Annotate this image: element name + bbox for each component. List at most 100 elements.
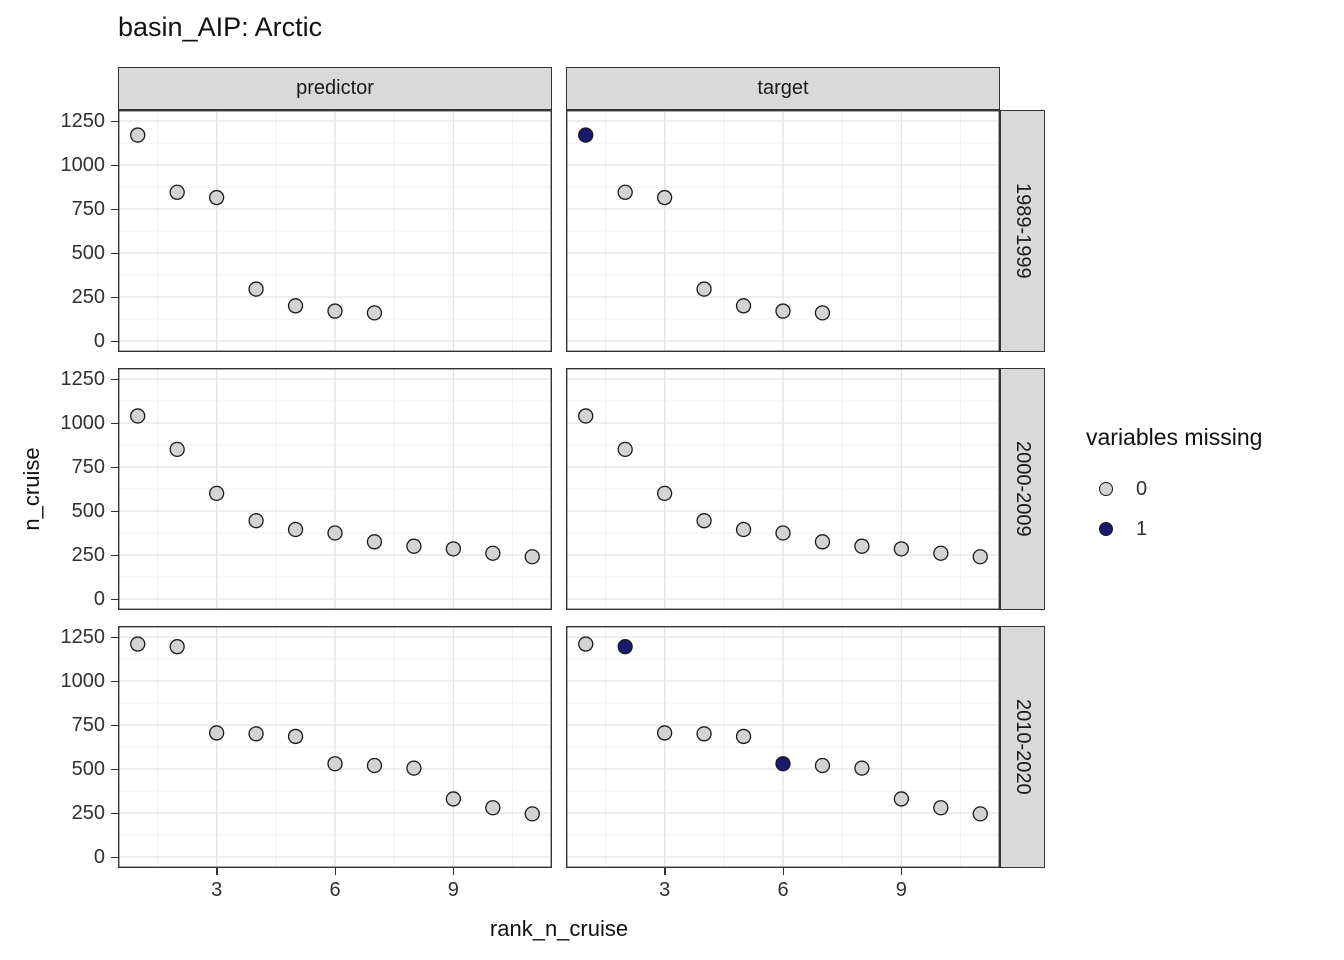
data-point — [327, 756, 343, 772]
data-point — [775, 525, 791, 541]
legend-entry-label: 1 — [1136, 517, 1148, 540]
data-point — [735, 298, 752, 314]
y-tick-mark — [111, 724, 118, 726]
data-point — [933, 545, 949, 561]
data-point — [656, 725, 673, 741]
data-point — [445, 541, 462, 557]
y-tick-mark — [111, 120, 118, 122]
data-point — [366, 534, 383, 550]
data-point — [696, 281, 712, 297]
x-tick-mark — [782, 868, 784, 875]
y-tick-label: 1250 — [60, 368, 106, 390]
y-tick-mark — [111, 208, 118, 210]
data-point — [169, 184, 185, 200]
data-point — [893, 791, 910, 807]
data-point — [617, 639, 633, 655]
data-point — [130, 127, 146, 143]
y-tick-mark — [111, 812, 118, 814]
facet-col-strip-label: predictor — [296, 77, 374, 99]
y-tick-mark — [111, 768, 118, 770]
legend-entry-label: 0 — [1136, 477, 1148, 500]
data-point — [972, 806, 988, 822]
data-point — [696, 726, 712, 742]
data-point — [208, 485, 225, 502]
y-tick-mark — [111, 680, 118, 682]
panel-target-1989-1999 — [565, 109, 1001, 353]
y-tick-mark — [111, 340, 118, 342]
data-point — [327, 525, 343, 541]
data-point — [933, 800, 949, 816]
y-tick-mark — [111, 636, 118, 638]
data-point — [248, 281, 264, 297]
data-point — [208, 189, 225, 206]
x-tick-label: 3 — [211, 879, 223, 901]
data-point — [656, 189, 673, 206]
data-point — [696, 513, 712, 529]
legend-entry-0: 0 — [1086, 469, 1262, 509]
data-point — [327, 303, 343, 319]
data-point — [208, 725, 225, 741]
y-tick-label: 1000 — [60, 412, 106, 434]
y-tick-mark — [111, 296, 118, 298]
data-point — [287, 728, 304, 745]
facet-col-strip-label: target — [757, 77, 809, 99]
y-tick-label: 0 — [93, 330, 105, 352]
x-tick-label: 6 — [777, 879, 789, 901]
data-point — [485, 800, 501, 816]
y-tick-label: 0 — [93, 846, 105, 868]
facet-row-strip-2000-2009: 2000-2009 — [1000, 368, 1045, 610]
x-tick-label: 3 — [659, 879, 671, 901]
panel-predictor-2000-2009 — [117, 367, 553, 611]
panel-target-2010-2020 — [565, 625, 1001, 869]
legend-key-icon — [1092, 515, 1120, 543]
y-tick-mark — [111, 252, 118, 254]
y-tick-mark — [111, 164, 118, 166]
data-point — [406, 760, 422, 776]
data-point — [656, 485, 673, 502]
x-tick-mark — [216, 868, 218, 875]
data-point — [972, 549, 988, 565]
x-tick-mark — [900, 868, 903, 875]
y-tick-label: 1250 — [60, 626, 106, 648]
data-point — [287, 521, 304, 538]
panel-predictor-1989-1999 — [117, 109, 553, 353]
y-tick-label: 500 — [71, 500, 105, 522]
data-point — [366, 305, 383, 321]
data-point — [775, 756, 791, 772]
data-point — [248, 513, 264, 529]
x-axis-title: rank_n_cruise — [489, 916, 629, 941]
facet-row-strip-label: 2000-2009 — [1012, 441, 1034, 537]
y-tick-mark — [111, 856, 118, 858]
data-point — [578, 408, 594, 424]
data-point — [524, 806, 540, 822]
data-point — [735, 521, 752, 538]
data-point — [524, 549, 540, 565]
y-tick-mark — [111, 422, 118, 424]
x-tick-label: 9 — [447, 879, 459, 901]
data-point — [775, 303, 791, 319]
facet-row-strip-label: 1989-1999 — [1012, 183, 1034, 279]
data-point — [735, 728, 752, 745]
y-tick-label: 750 — [71, 714, 105, 736]
y-tick-mark — [111, 466, 118, 468]
y-tick-label: 500 — [71, 242, 105, 264]
data-point — [814, 534, 831, 550]
data-point — [893, 541, 910, 557]
y-tick-label: 750 — [71, 198, 105, 220]
panel-predictor-2010-2020 — [117, 625, 553, 869]
data-point — [617, 184, 633, 200]
data-point — [854, 538, 870, 554]
facet-row-strip-1989-1999: 1989-1999 — [1000, 110, 1045, 352]
y-tick-label: 750 — [71, 456, 105, 478]
data-point — [130, 636, 146, 652]
y-tick-label: 250 — [71, 544, 105, 566]
y-axis-title: n_cruise — [19, 447, 44, 531]
x-tick-label: 6 — [329, 879, 341, 901]
x-tick-label: 9 — [895, 879, 907, 901]
y-tick-label: 250 — [71, 286, 105, 308]
legend-point-icon — [1099, 482, 1113, 496]
data-point — [130, 408, 146, 424]
